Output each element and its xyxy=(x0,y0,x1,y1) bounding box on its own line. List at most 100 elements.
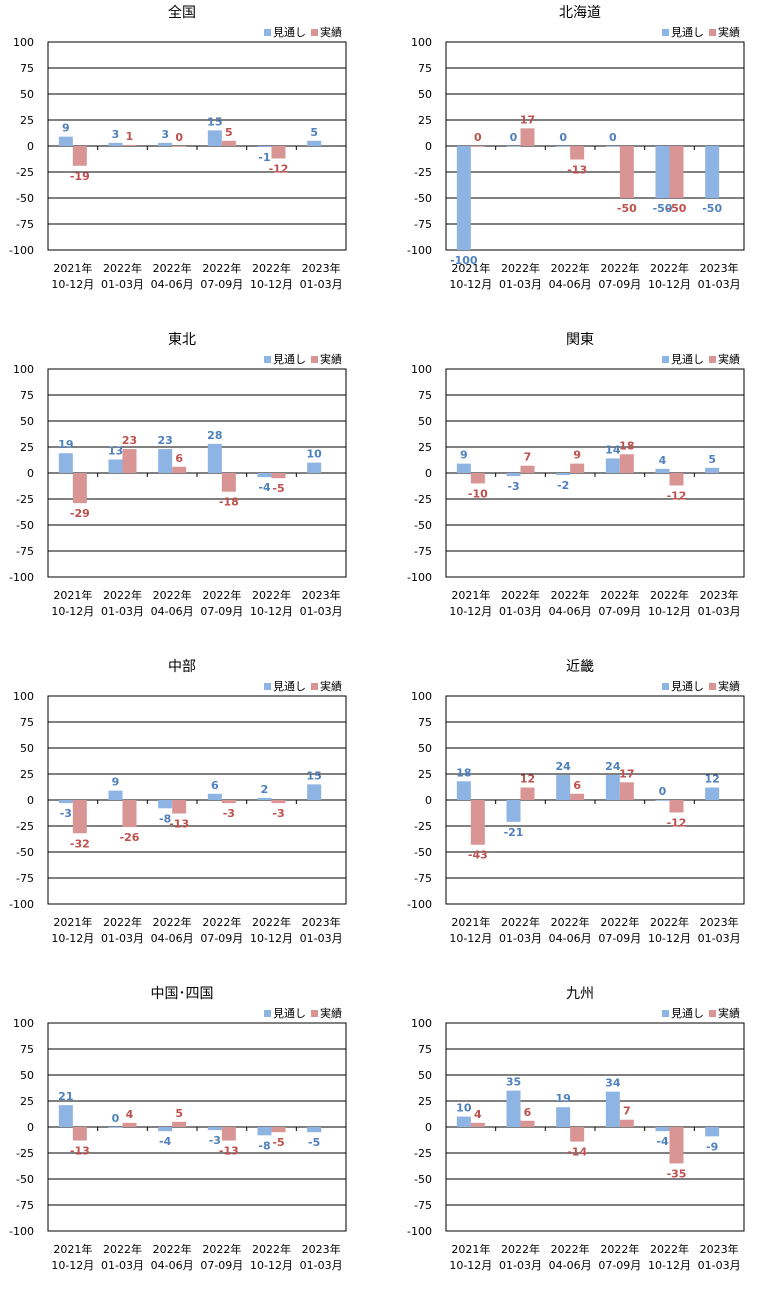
x-tick-label-year: 2021年 xyxy=(53,588,92,602)
bar-actual xyxy=(520,128,535,146)
data-label-forecast: -3 xyxy=(209,1134,221,1147)
data-label-actual: -5 xyxy=(272,1136,284,1149)
bar-forecast xyxy=(506,473,521,477)
bar-forecast xyxy=(506,800,521,822)
data-label-forecast: -8 xyxy=(159,812,171,825)
bar-actual xyxy=(271,1127,286,1133)
plot-area-frame xyxy=(47,1022,347,1232)
legend-label-actual: 実績 xyxy=(320,679,342,693)
data-label-forecast: 9 xyxy=(460,449,468,462)
bar-actual xyxy=(520,787,535,800)
data-label-actual: -12 xyxy=(269,162,289,175)
legend-label-actual: 実績 xyxy=(718,352,740,366)
legend: 見通し 実績 xyxy=(264,1006,342,1020)
bar-actual xyxy=(470,473,485,484)
legend-swatch-forecast xyxy=(264,29,271,36)
x-tick-label-year: 2021年 xyxy=(451,915,490,929)
legend: 見通し 実績 xyxy=(264,352,342,366)
bar-actual xyxy=(172,146,187,147)
data-label-forecast: -2 xyxy=(557,479,569,492)
bar-forecast xyxy=(58,1105,73,1127)
x-tick-label-period: 10-12月 xyxy=(250,932,293,945)
y-tick-label: -50 xyxy=(16,846,34,859)
bar-forecast xyxy=(556,146,571,147)
y-tick-label: -25 xyxy=(414,820,432,833)
legend-label-forecast: 見通し xyxy=(273,353,306,366)
bar-actual xyxy=(669,473,684,486)
x-tick-label-year: 2022年 xyxy=(153,588,192,602)
x-tick-label-period: 07-09月 xyxy=(598,932,641,945)
x-tick-label-period: 01-03月 xyxy=(101,1259,144,1272)
bar-forecast xyxy=(257,797,272,800)
bar-forecast xyxy=(207,443,222,473)
bar-actual xyxy=(271,800,286,804)
bar-actual xyxy=(570,1127,585,1142)
bar-actual xyxy=(72,146,87,166)
data-label-forecast: 0 xyxy=(510,131,518,144)
x-tick-label-period: 10-12月 xyxy=(250,605,293,618)
x-tick-label-year: 2022年 xyxy=(252,1242,291,1256)
y-tick-label: 0 xyxy=(425,794,432,807)
legend-swatch-actual xyxy=(709,29,716,36)
bar-forecast xyxy=(655,468,670,473)
bar-actual xyxy=(669,146,684,198)
data-label-actual: 17 xyxy=(619,767,634,780)
data-label-actual: -32 xyxy=(70,837,90,850)
y-tick-label: -100 xyxy=(9,244,34,257)
y-tick-label: 0 xyxy=(425,1121,432,1134)
y-tick-label: 25 xyxy=(20,1095,34,1108)
x-tick-label-year: 2022年 xyxy=(153,261,192,275)
x-tick-label-period: 04-06月 xyxy=(549,1259,592,1272)
bar-actual xyxy=(470,1122,485,1127)
legend-label-actual: 実績 xyxy=(320,352,342,366)
data-label-forecast: 19 xyxy=(58,438,73,451)
data-label-forecast: 4 xyxy=(659,454,667,467)
legend-swatch-forecast xyxy=(662,683,669,690)
x-tick-label-period: 04-06月 xyxy=(151,932,194,945)
data-label-forecast: 28 xyxy=(207,429,222,442)
data-label-forecast: -3 xyxy=(507,480,519,493)
legend-label-forecast: 見通し xyxy=(671,680,704,693)
y-tick-label: 100 xyxy=(13,690,34,703)
bar-forecast xyxy=(705,467,720,473)
y-tick-label: 100 xyxy=(411,1017,432,1030)
data-label-actual: -26 xyxy=(120,831,140,844)
bar-actual xyxy=(221,800,236,804)
x-tick-label-period: 01-03月 xyxy=(300,605,343,618)
x-tick-label-year: 2022年 xyxy=(501,1242,540,1256)
bar-forecast xyxy=(506,146,521,147)
bar-forecast xyxy=(605,146,620,147)
x-tick-label-period: 01-03月 xyxy=(698,605,741,618)
x-tick-label-year: 2021年 xyxy=(53,261,92,275)
data-label-actual: -18 xyxy=(219,496,239,509)
x-tick-label-year: 2023年 xyxy=(700,588,739,602)
bar-forecast xyxy=(207,793,222,800)
x-tick-label-period: 01-03月 xyxy=(499,932,542,945)
x-tick-label-year: 2022年 xyxy=(600,588,639,602)
bar-actual xyxy=(72,1127,87,1141)
y-tick-label: -100 xyxy=(9,1225,34,1238)
x-tick-label-year: 2022年 xyxy=(501,261,540,275)
bar-forecast xyxy=(556,1107,571,1127)
bar-actual xyxy=(172,466,187,473)
x-tick-label-year: 2022年 xyxy=(551,1242,590,1256)
bar-forecast xyxy=(605,775,620,800)
x-tick-label-period: 07-09月 xyxy=(200,605,243,618)
chart-title: 関東 xyxy=(566,332,594,348)
bar-actual xyxy=(72,473,87,504)
data-label-forecast: -4 xyxy=(258,481,271,494)
plot-area-frame xyxy=(445,41,745,251)
bar-forecast xyxy=(655,1127,670,1132)
data-label-forecast: -21 xyxy=(504,826,524,839)
legend-swatch-forecast xyxy=(662,29,669,36)
bar-forecast xyxy=(605,458,620,473)
y-tick-label: 75 xyxy=(20,1043,34,1056)
x-tick-label-period: 10-12月 xyxy=(51,605,94,618)
data-label-forecast: 21 xyxy=(58,1090,73,1103)
y-tick-label: -75 xyxy=(414,872,432,885)
y-tick-label: -100 xyxy=(407,244,432,257)
